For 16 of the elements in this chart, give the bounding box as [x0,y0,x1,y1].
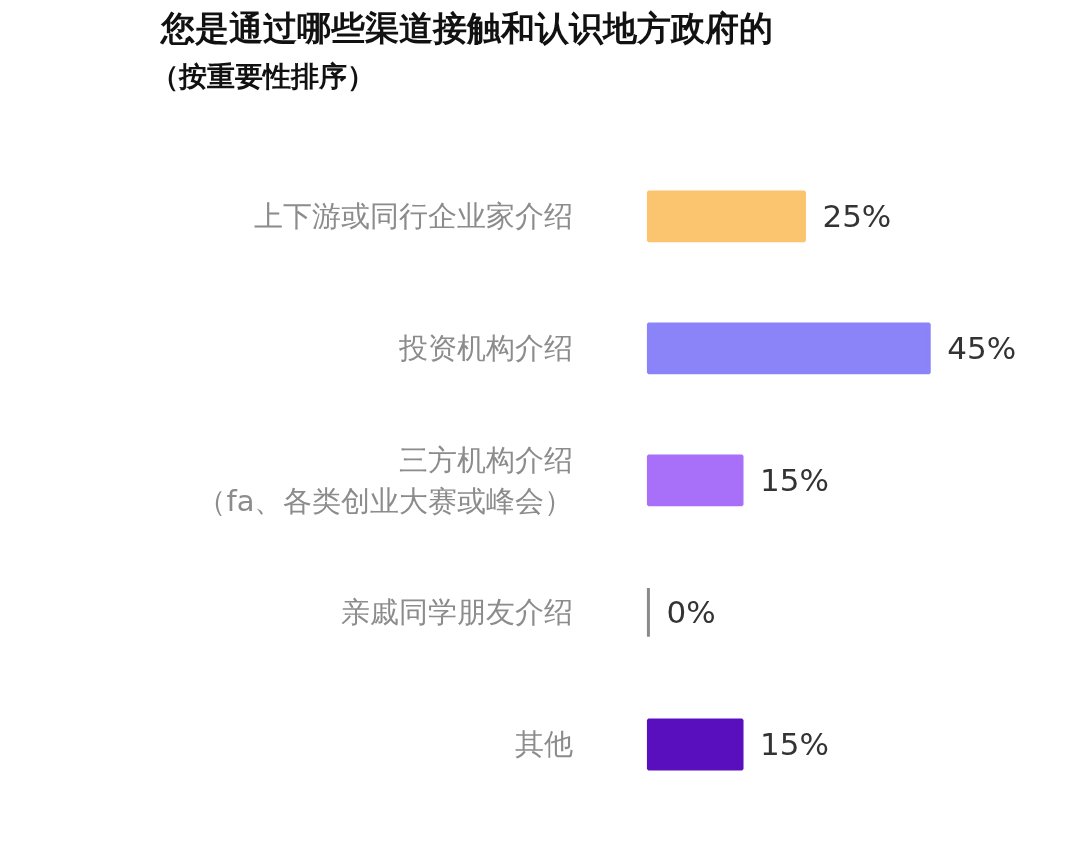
data-label: 25% [822,198,892,235]
chart-title: 您是通过哪些渠道接触和认识地方政府的 [158,7,773,48]
data-label: 15% [760,462,829,499]
y-tick-label: 其他 [515,727,574,762]
y-tick-label: 亲戚同学朋友介绍 [341,595,574,630]
bar [646,322,931,375]
y-tick-label: 上下游或同行企业家介绍 [254,199,574,234]
bar [646,190,806,243]
data-label: 15% [760,726,829,763]
text: （按重要性排序） [150,59,375,93]
data-label: 45% [947,330,1017,367]
bar [646,718,744,771]
y-tick-label: 投资机构介绍 [398,331,574,366]
y-tick-label: 三方机构介绍（fa、各类创业大赛或峰会） [197,443,574,518]
bar [646,454,744,507]
data-label: 0% [666,594,716,631]
